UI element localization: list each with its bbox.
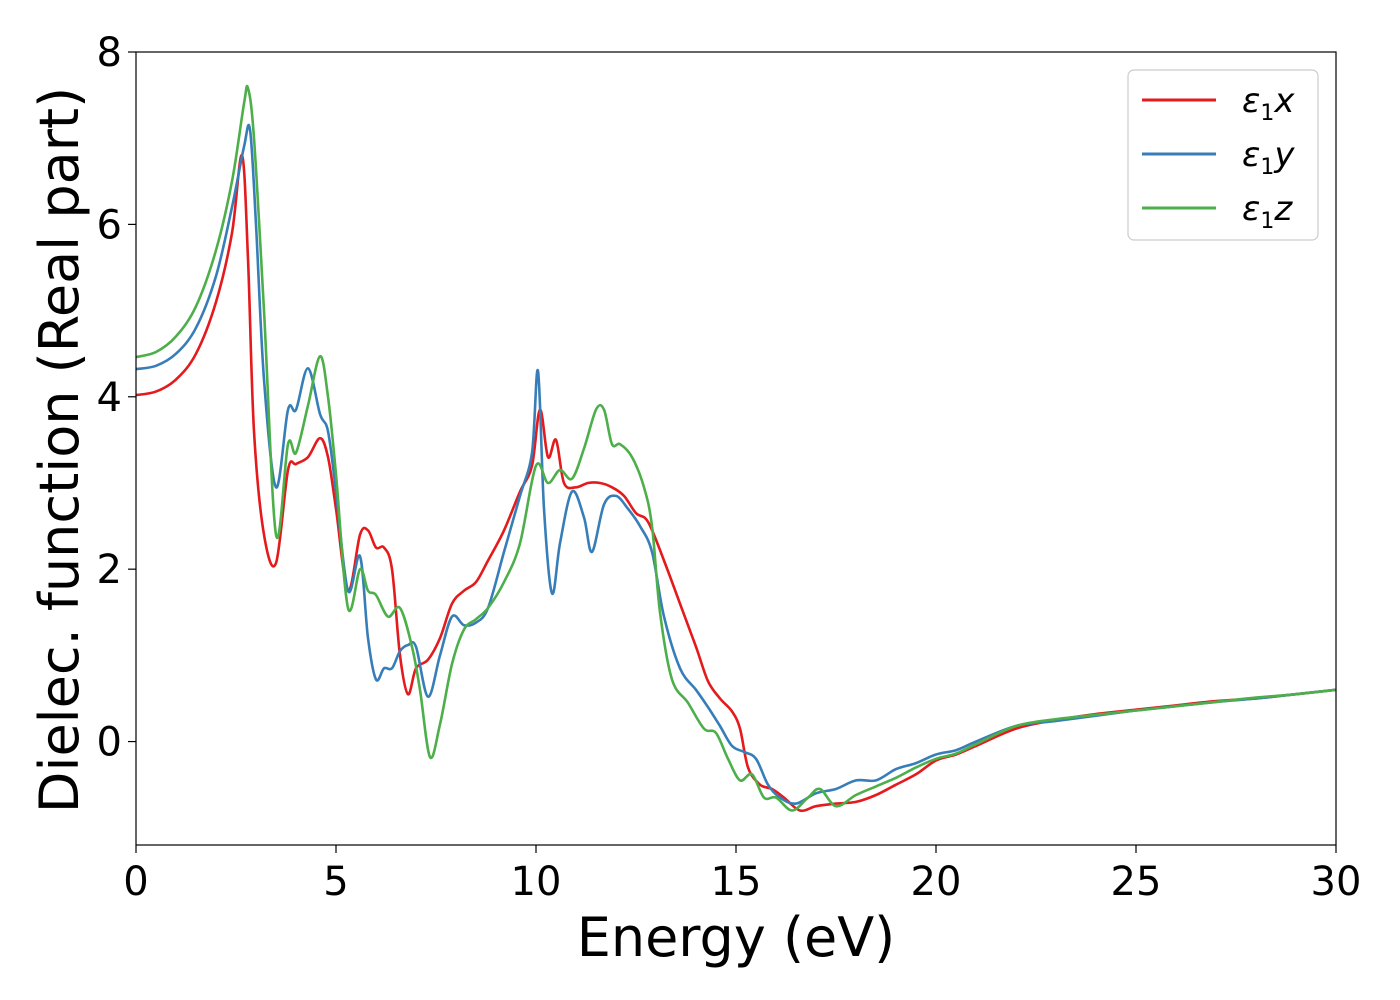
x-tick-label: 25 (1111, 859, 1162, 905)
legend-frame (1127, 69, 1319, 241)
x-tick-label: 0 (123, 859, 148, 905)
x-tick-label: 10 (511, 859, 562, 905)
series-line-y (135, 123, 1337, 805)
x-tick-label: 20 (911, 859, 962, 905)
x-tick-label: 5 (323, 859, 348, 905)
y-tick-label: 8 (97, 30, 122, 76)
x-tick-label: 30 (1311, 859, 1362, 905)
legend-label-z: ε1z (1242, 189, 1293, 234)
legend-label-y: ε1y (1242, 135, 1295, 180)
series-layer (135, 84, 1337, 813)
y-tick-label: 2 (97, 547, 122, 593)
x-axis-title: Energy (eV) (577, 906, 896, 969)
legend-label-x: ε1x (1242, 81, 1295, 126)
y-tick-label: 4 (97, 375, 122, 421)
y-tick-label: 6 (97, 202, 122, 248)
series-line-x (135, 154, 1337, 813)
x-tick-label: 15 (711, 859, 762, 905)
ticks-layer: 0 5 10 15 20 25 30 0 2 4 6 8 (97, 30, 1362, 905)
legend: ε1x ε1y ε1z (1127, 69, 1319, 241)
y-tick-label: 0 (97, 720, 122, 766)
y-axis-title: Dielec. function (Real part) (28, 87, 91, 813)
series-line-z (135, 84, 1337, 812)
